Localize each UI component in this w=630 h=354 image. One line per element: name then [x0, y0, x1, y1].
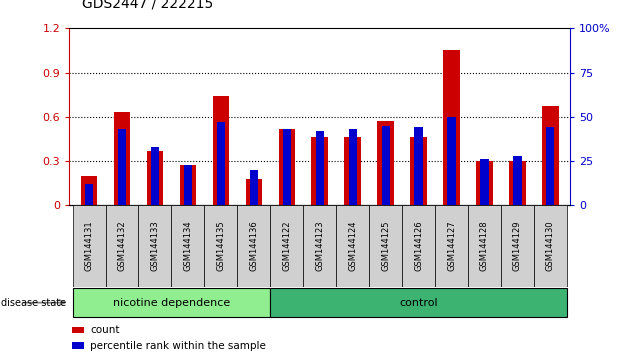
Bar	[435, 205, 468, 287]
Bar	[410, 137, 427, 205]
Bar	[311, 137, 328, 205]
Bar	[447, 117, 455, 205]
Bar	[180, 166, 196, 205]
Bar	[147, 151, 163, 205]
Bar	[303, 205, 336, 287]
Text: nicotine dependence: nicotine dependence	[113, 298, 230, 308]
Text: GSM144132: GSM144132	[118, 221, 127, 272]
Bar	[283, 129, 291, 205]
Bar	[72, 342, 84, 349]
Text: GSM144129: GSM144129	[513, 221, 522, 271]
Bar	[501, 205, 534, 287]
Text: GSM144128: GSM144128	[480, 221, 489, 272]
Text: control: control	[399, 298, 438, 308]
Bar	[509, 161, 525, 205]
Bar	[204, 205, 238, 287]
Bar	[534, 205, 567, 287]
Bar	[270, 288, 567, 317]
Bar	[316, 131, 324, 205]
Bar	[444, 51, 460, 205]
Bar	[238, 205, 270, 287]
Text: GSM144133: GSM144133	[151, 221, 159, 272]
Bar	[213, 96, 229, 205]
Bar	[377, 121, 394, 205]
Bar	[114, 113, 130, 205]
Bar	[345, 137, 361, 205]
Text: disease state: disease state	[1, 298, 66, 308]
Text: GDS2447 / 222215: GDS2447 / 222215	[82, 0, 213, 11]
Bar	[382, 126, 390, 205]
Text: GSM144131: GSM144131	[84, 221, 94, 272]
Text: GSM144134: GSM144134	[183, 221, 192, 272]
Text: GSM144122: GSM144122	[282, 221, 291, 271]
Bar	[246, 179, 262, 205]
Bar	[402, 205, 435, 287]
Bar	[118, 129, 126, 205]
Text: GSM144135: GSM144135	[216, 221, 226, 272]
Bar	[72, 288, 270, 317]
Bar	[270, 205, 303, 287]
Bar	[72, 327, 84, 333]
Text: count: count	[90, 325, 120, 335]
Text: GSM144123: GSM144123	[315, 221, 324, 272]
Bar	[513, 156, 522, 205]
Text: GSM144124: GSM144124	[348, 221, 357, 271]
Bar	[480, 159, 489, 205]
Bar	[369, 205, 402, 287]
Bar	[184, 165, 192, 205]
Bar	[81, 176, 97, 205]
Text: GSM144126: GSM144126	[414, 221, 423, 272]
Bar	[85, 184, 93, 205]
Text: GSM144127: GSM144127	[447, 221, 456, 272]
Bar	[476, 161, 493, 205]
Bar	[72, 205, 106, 287]
Bar	[171, 205, 204, 287]
Bar	[336, 205, 369, 287]
Bar	[415, 127, 423, 205]
Text: GSM144125: GSM144125	[381, 221, 390, 271]
Text: GSM144136: GSM144136	[249, 221, 258, 272]
Bar	[468, 205, 501, 287]
Bar	[106, 205, 139, 287]
Bar	[139, 205, 171, 287]
Bar	[348, 129, 357, 205]
Bar	[249, 170, 258, 205]
Text: GSM144130: GSM144130	[546, 221, 555, 272]
Bar	[217, 122, 225, 205]
Bar	[151, 147, 159, 205]
Bar	[278, 129, 295, 205]
Bar	[546, 127, 554, 205]
Text: percentile rank within the sample: percentile rank within the sample	[90, 341, 266, 350]
Bar	[542, 107, 559, 205]
